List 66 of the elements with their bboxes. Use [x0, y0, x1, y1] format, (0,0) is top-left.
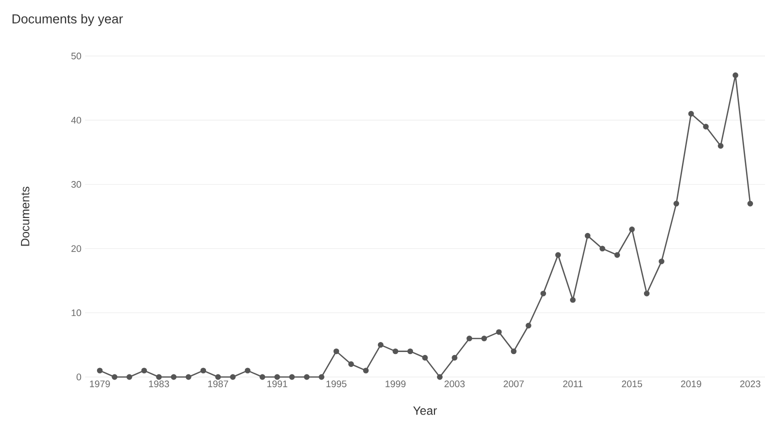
point — [422, 354, 428, 361]
x-tick-label: 1995 — [326, 380, 346, 388]
point — [274, 374, 280, 380]
y-axis-title: Documents — [21, 186, 30, 246]
point — [96, 368, 103, 374]
x-tick-label: 1987 — [208, 380, 228, 388]
point — [452, 354, 458, 361]
y-tick-label: 0 — [76, 374, 82, 380]
x-tick-label: 2015 — [622, 380, 642, 388]
point — [644, 290, 650, 296]
point — [378, 342, 384, 348]
point — [600, 246, 606, 252]
point — [732, 72, 738, 78]
point — [481, 336, 487, 342]
chart-title: Documents by year — [12, 14, 123, 26]
x-tick-label: 1979 — [90, 380, 110, 388]
point — [156, 374, 162, 380]
point — [186, 374, 192, 380]
x-tick-label: 2019 — [681, 380, 702, 388]
point — [289, 374, 295, 380]
point — [170, 374, 177, 380]
x-tick-label: 1983 — [149, 380, 170, 388]
point — [747, 200, 754, 206]
y-tick-label: 20 — [71, 245, 82, 252]
point — [703, 124, 709, 130]
point — [318, 374, 324, 380]
point — [230, 374, 236, 380]
x-tick-label: 2003 — [444, 380, 465, 388]
point — [526, 322, 532, 328]
x-tick-label: 2023 — [740, 380, 760, 388]
point — [126, 374, 132, 380]
point — [510, 348, 517, 354]
point — [540, 290, 546, 296]
point — [436, 374, 443, 380]
point — [392, 348, 398, 354]
x-tick-label: 1991 — [267, 380, 288, 388]
y-tick-label: 40 — [71, 116, 82, 124]
y-tick-label: 30 — [71, 181, 82, 188]
point — [673, 200, 680, 206]
point — [688, 110, 694, 117]
point — [348, 361, 354, 367]
point — [555, 252, 561, 258]
point — [718, 143, 724, 149]
point — [215, 374, 221, 380]
y-tick-label: 50 — [71, 52, 82, 60]
point — [658, 258, 664, 264]
point — [629, 226, 635, 232]
point — [200, 368, 206, 374]
point — [407, 348, 414, 354]
x-tick-label: 2007 — [504, 380, 524, 388]
point — [570, 297, 576, 303]
point — [112, 374, 118, 380]
point — [304, 374, 310, 380]
point — [260, 374, 266, 380]
x-tick-label: 2011 — [563, 380, 583, 388]
point — [614, 252, 620, 258]
x-axis-title: Year — [413, 406, 437, 415]
y-tick-label: 10 — [72, 309, 82, 316]
point — [496, 329, 502, 335]
x-tick-label: 1999 — [386, 380, 406, 388]
point — [244, 368, 250, 374]
point — [333, 348, 340, 354]
point — [141, 368, 147, 374]
point — [466, 336, 472, 342]
point — [363, 368, 369, 374]
point — [584, 232, 590, 239]
